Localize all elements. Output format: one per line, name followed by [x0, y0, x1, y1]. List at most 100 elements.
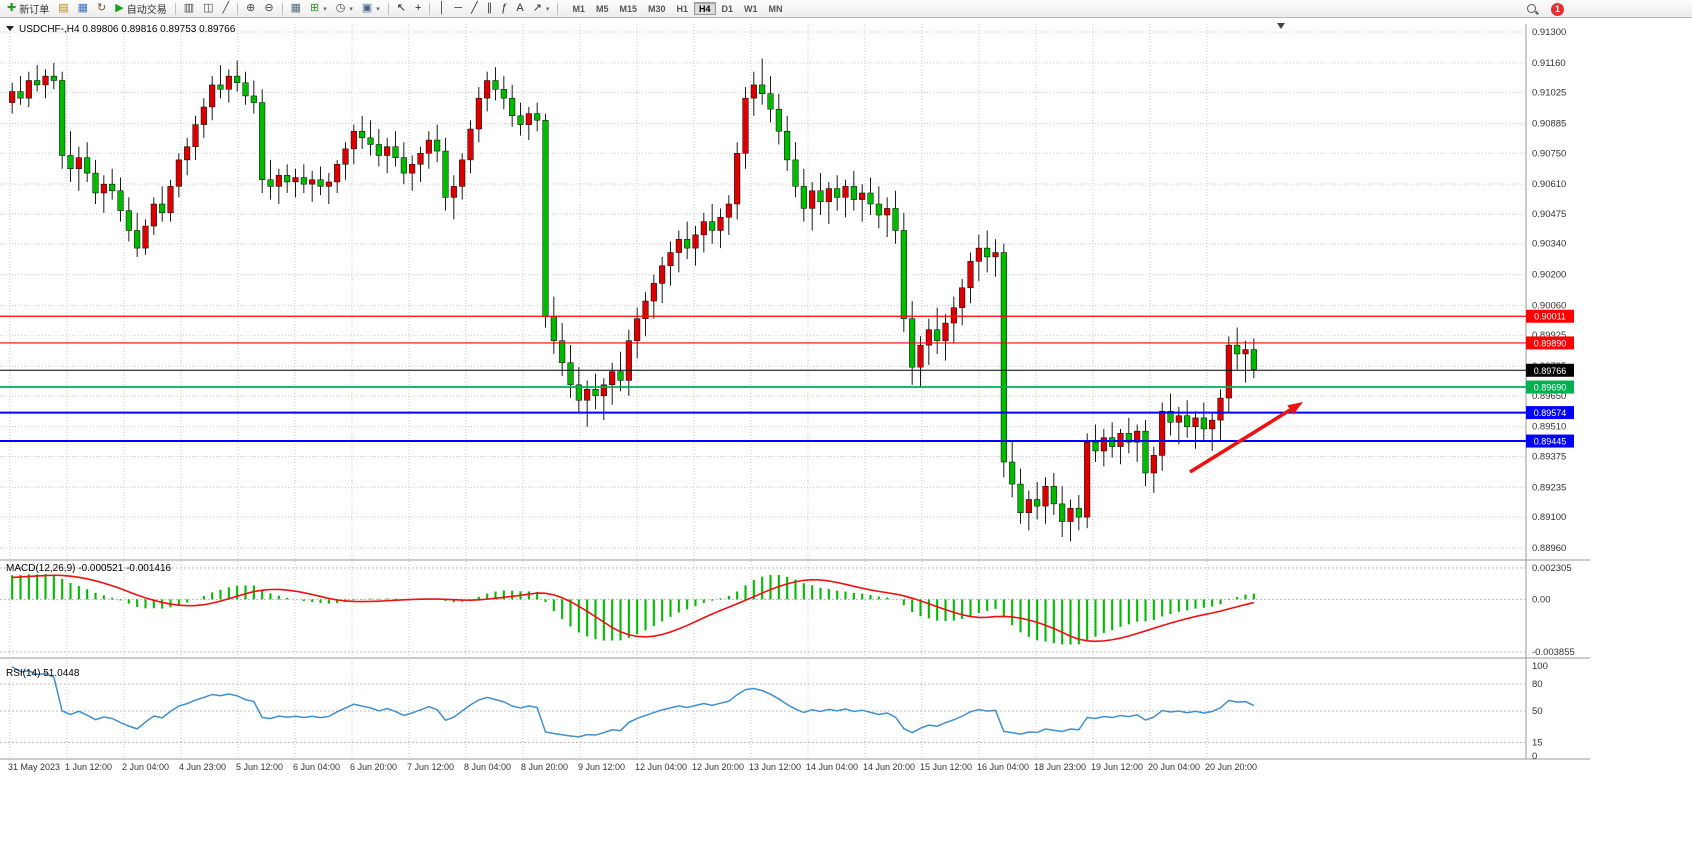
toolbar-separator	[429, 2, 431, 15]
new-order-button-label: 新订单	[19, 5, 50, 16]
cursor-icon[interactable]: ↖	[393, 1, 410, 16]
chart-area[interactable]: 31 May 2023 1 Jun 12:00 2 Jun 04:00 4 Jun 2…	[0, 18, 1692, 838]
rsi-tick-label: 0	[1532, 751, 1537, 762]
price-tick-label: 0.88960	[1532, 543, 1566, 554]
date-label: 20 Jun 04:00	[1148, 762, 1200, 772]
notification-badge[interactable]: 1	[1551, 2, 1564, 16]
timeframe-group: M1 M5 M15 M30 H1 H4 D1 W1 MN	[567, 2, 787, 15]
zoom-in-icon[interactable]: ⊕	[242, 1, 259, 16]
svg-text:0.89690: 0.89690	[1534, 383, 1567, 393]
date-label: 12 Jun 20:00	[692, 762, 744, 772]
price-tag-0.89690: 0.89690	[1526, 380, 1574, 394]
timeframe-h4[interactable]: H4	[694, 2, 716, 15]
chevron-down-icon: ▾	[323, 5, 327, 13]
date-label: 16 Jun 04:00	[977, 762, 1029, 772]
toolbar-separator	[387, 2, 389, 15]
panel-frame	[0, 24, 1590, 760]
timeframe-m5[interactable]: M5	[591, 2, 614, 15]
price-grid	[0, 31, 1526, 549]
horizontal-line-icon[interactable]: ─	[450, 1, 466, 16]
price-tick-label: 0.89100	[1532, 512, 1566, 523]
indicators-icon[interactable]: ⊞ ▾	[306, 1, 331, 16]
date-label: 20 Jun 20:00	[1205, 762, 1257, 772]
date-label: 14 Jun 04:00	[806, 762, 858, 772]
price-tick-label: 0.89235	[1532, 482, 1566, 493]
price-tag-0.89766: 0.89766	[1526, 363, 1574, 377]
vertical-line-icon[interactable]: │	[434, 1, 449, 16]
rsi-tick-label: 80	[1532, 679, 1543, 690]
line-chart-icon[interactable]: ╱	[219, 1, 234, 16]
price-tick-label: 0.89650	[1532, 391, 1566, 402]
vertical-line-icon: │	[438, 2, 446, 14]
date-label: 6 Jun 20:00	[350, 762, 397, 772]
date-label: 8 Jun 20:00	[521, 762, 568, 772]
trendline-icon[interactable]: ╱	[467, 1, 482, 16]
channel-icon[interactable]: ∥	[483, 1, 497, 16]
timeframe-m1[interactable]: M1	[567, 2, 590, 15]
timeframe-m30[interactable]: M30	[643, 2, 671, 15]
search-icon	[1526, 3, 1539, 16]
price-tag-0.89574: 0.89574	[1526, 406, 1574, 420]
price-tick-label: 0.90750	[1532, 148, 1566, 159]
autotrading-icon: ▶	[115, 2, 124, 14]
rsi-label: RSI(14) 51.0448	[6, 668, 80, 679]
top-toolbar: ✚ 新订单 ▤ ▦ ↻ ▶ 自动交易 ▥ ◫ ╱ ⊕ ⊖ ▦ ⊞ ▾ ◷ ▾ ▣ ▾ ↖ + │ ─ ╱ ∥ ƒ A ↗ ▾ M1 M5 M…	[0, 0, 1692, 18]
crosshair-icon[interactable]: +	[411, 1, 425, 16]
tile-windows-icon[interactable]: ▦	[287, 1, 305, 16]
timeframe-w1[interactable]: W1	[739, 2, 763, 15]
chart-title: USDCHF-,H4 0.89806 0.89816 0.89753 0.897…	[19, 24, 236, 35]
svg-text:0.89890: 0.89890	[1534, 338, 1567, 348]
templates-icon[interactable]: ▣ ▾	[358, 1, 384, 16]
arrows-icon[interactable]: ↗ ▾	[529, 1, 554, 16]
timeframe-d1[interactable]: D1	[717, 2, 739, 15]
charts-icon[interactable]: ▤	[54, 1, 72, 16]
refresh-icon: ↻	[97, 2, 107, 14]
fibonacci-icon[interactable]: ƒ	[497, 1, 511, 16]
svg-text:0.89574: 0.89574	[1534, 408, 1567, 418]
text-icon: A	[516, 2, 524, 14]
crosshair-icon: +	[415, 2, 422, 14]
macd-signal-line	[12, 574, 1255, 643]
price-tick-label: 0.90475	[1532, 209, 1566, 220]
charts-icon: ▤	[58, 2, 69, 14]
refresh-icon[interactable]: ↻	[93, 1, 110, 16]
new-order-button[interactable]: ✚ 新订单	[3, 1, 53, 17]
price-tick-label: 0.89510	[1532, 422, 1566, 433]
price-tick-label: 0.89925	[1532, 330, 1566, 341]
time-axis[interactable]: 31 May 2023 1 Jun 12:00 2 Jun 04:00 4 Jun 2…	[8, 762, 1257, 772]
chevron-down-icon: ▾	[349, 5, 353, 13]
rsi-tick-label: 50	[1532, 706, 1543, 717]
toolbar-separator	[281, 2, 283, 15]
date-label: 5 Jun 12:00	[236, 762, 283, 772]
text-icon[interactable]: A	[512, 1, 527, 16]
timeframe-m15[interactable]: M15	[614, 2, 642, 15]
date-label: 31 May 2023	[8, 762, 60, 772]
price-tick-label: 0.90340	[1532, 239, 1566, 250]
periods-icon[interactable]: ◷ ▾	[332, 1, 357, 16]
price-axis[interactable]: 0.91300 0.91160 0.91025 0.90885 0.90750 0.906…	[1532, 27, 1566, 554]
time-grid	[9, 24, 1208, 759]
market-watch-icon[interactable]: ▦	[74, 1, 92, 16]
indicators-icon: ⊞	[310, 2, 320, 14]
date-label: 9 Jun 12:00	[578, 762, 625, 772]
chart-dropdown-icon[interactable]	[6, 26, 14, 31]
zoom-out-icon[interactable]: ⊖	[260, 1, 277, 16]
scroll-marker[interactable]	[1277, 23, 1285, 29]
price-tag-0.90011: 0.90011	[1526, 309, 1574, 323]
date-label: 1 Jun 12:00	[65, 762, 112, 772]
timeframe-h1[interactable]: H1	[672, 2, 694, 15]
chart-window: 31 May 2023 1 Jun 12:00 2 Jun 04:00 4 Jun 2…	[0, 18, 1692, 838]
trend-arrow[interactable]	[1189, 402, 1303, 474]
macd-panel: 0.002305 0.00 -0.003855 MACD(12,26,9) -0.00…	[0, 563, 1575, 658]
horizontal-line-icon: ─	[454, 2, 463, 14]
candlestick-icon[interactable]: ◫	[199, 1, 217, 16]
bar-chart-icon[interactable]: ▥	[180, 1, 198, 16]
autotrading-button[interactable]: ▶ 自动交易	[111, 1, 170, 17]
timeframe-mn[interactable]: MN	[764, 2, 788, 15]
trendline-icon: ╱	[471, 2, 478, 14]
date-label: 7 Jun 12:00	[407, 762, 454, 772]
svg-text:0.89445: 0.89445	[1534, 437, 1567, 447]
market-watch-icon: ▦	[77, 2, 89, 14]
macd-tick-label: 0.002305	[1532, 563, 1572, 574]
search-button[interactable]	[1522, 2, 1543, 17]
